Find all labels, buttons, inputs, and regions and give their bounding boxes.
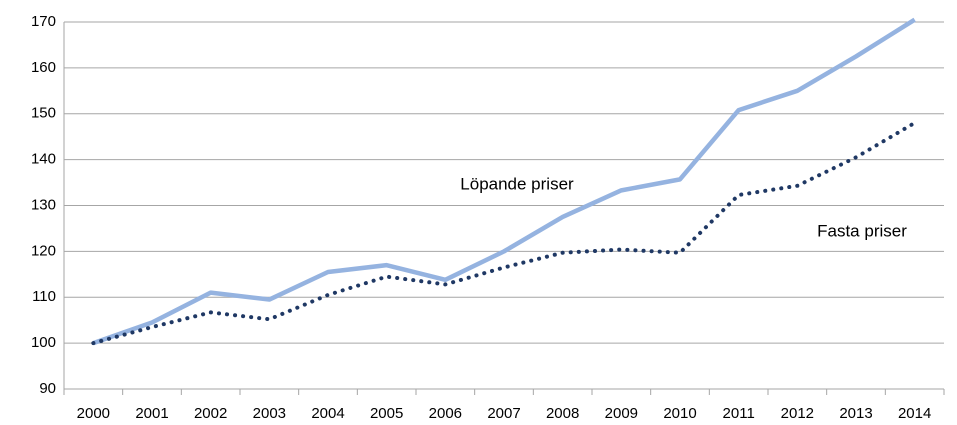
- x-tick-label: 2001: [135, 405, 168, 422]
- y-tick-label: 140: [31, 151, 56, 168]
- x-tick-label: 2000: [77, 405, 110, 422]
- x-tick-label: 2008: [546, 405, 579, 422]
- x-tick-label: 2007: [487, 405, 520, 422]
- line-series: [92, 17, 916, 346]
- x-tick-label: 2012: [781, 405, 814, 422]
- series-label: Löpande priser: [460, 174, 574, 193]
- x-tick-label: 2011: [723, 405, 755, 422]
- x-tick-label: 2013: [839, 405, 872, 422]
- x-tick-label: 2010: [663, 405, 696, 422]
- x-tick-label: 2002: [194, 405, 227, 422]
- x-tick-label: 2009: [605, 405, 638, 422]
- y-tick-label: 120: [31, 242, 56, 259]
- x-tick-label: 2005: [370, 405, 403, 422]
- x-tick-label: 2003: [253, 405, 286, 422]
- y-tick-label: 160: [31, 59, 56, 76]
- x-tick-label: 2006: [429, 405, 462, 422]
- y-tick-label: 170: [31, 13, 56, 30]
- y-tick-label: 110: [32, 288, 56, 305]
- y-tick-label: 150: [31, 105, 56, 122]
- y-tick-label: 90: [39, 380, 56, 397]
- y-tick-label: 100: [31, 334, 56, 351]
- y-tick-label: 130: [31, 196, 56, 213]
- x-tick-label: 2014: [898, 405, 931, 422]
- x-tick-label: 2004: [311, 405, 344, 422]
- line-series: [91, 120, 917, 346]
- series-label: Fasta priser: [817, 221, 907, 240]
